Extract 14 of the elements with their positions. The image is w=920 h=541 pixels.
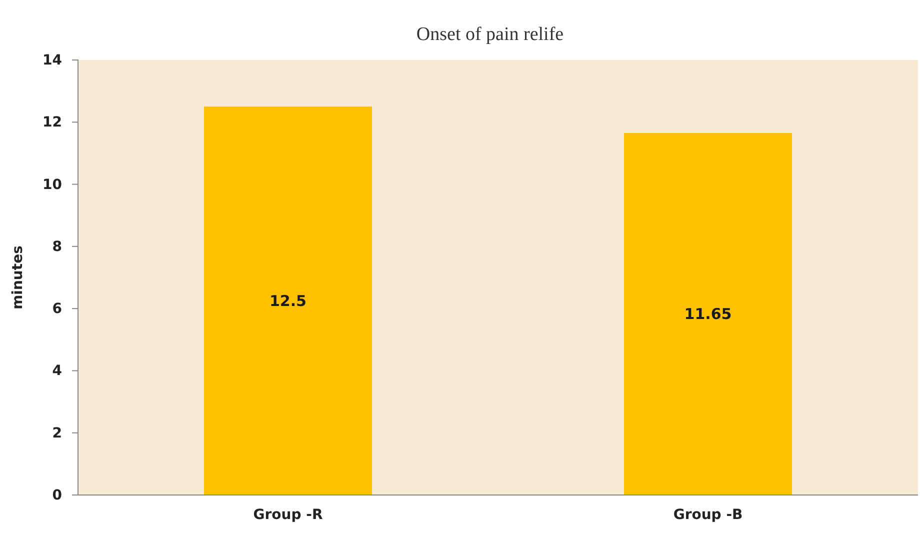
- y-axis-title: minutes: [10, 246, 26, 310]
- y-tick-label: 10: [42, 176, 62, 193]
- chart-title: Onset of pain relife: [416, 24, 564, 45]
- y-tick-label: 8: [52, 238, 62, 255]
- y-tick-label: 14: [42, 52, 62, 68]
- y-tick-label: 12: [42, 114, 62, 131]
- y-tick-label: 2: [52, 425, 62, 442]
- y-tick-label: 4: [52, 363, 62, 380]
- data-label: 12.5: [269, 292, 307, 310]
- y-tick-label: 0: [52, 487, 62, 504]
- y-tick-label: 6: [52, 301, 62, 318]
- data-label: 11.65: [684, 305, 732, 324]
- x-tick-label: Group -B: [673, 506, 743, 523]
- x-tick-label: Group -R: [253, 506, 323, 523]
